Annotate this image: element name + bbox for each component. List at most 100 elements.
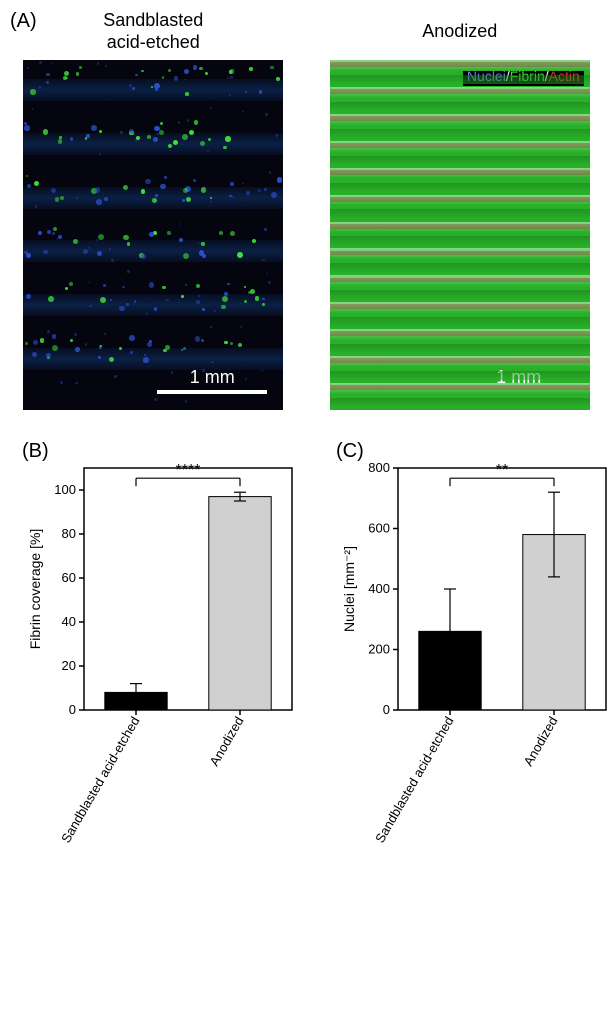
fluorescent-dot — [24, 125, 29, 130]
ridge-valley — [330, 102, 590, 111]
panel-b-label: (B) — [22, 440, 49, 463]
micrograph-right-column: Anodized Nuclei/Fibrin/Actin 1 mm — [317, 10, 604, 410]
fluorescent-dot — [43, 250, 47, 254]
fluorescent-dot — [51, 62, 53, 64]
fluorescent-dot — [193, 65, 198, 70]
fluorescent-dot — [196, 284, 200, 288]
fluorescent-dot — [165, 345, 170, 350]
fluorescent-dot — [202, 369, 204, 371]
fluorescent-dot — [162, 286, 166, 290]
fluorescent-dot — [91, 125, 97, 131]
fluorescent-dot — [47, 330, 50, 333]
fluorescent-dot — [181, 295, 184, 298]
fluorescent-dot — [227, 283, 229, 285]
fluorescent-dot — [99, 153, 101, 155]
fluorescent-dot — [76, 72, 79, 75]
y-axis-label: Nuclei [mm⁻²] — [341, 546, 357, 632]
fluorescent-dot — [96, 199, 101, 204]
fluorescent-dot — [147, 135, 151, 139]
ridge-actin — [330, 278, 590, 283]
ytick-label: 0 — [69, 702, 76, 717]
ytick-label: 0 — [383, 702, 390, 717]
fluorescent-dot — [164, 176, 166, 178]
fluorescent-dot — [141, 189, 145, 193]
chart-b-box: 020406080100Fibrin coverage [%]Sandblast… — [14, 440, 304, 905]
charts-row: (B) 020406080100Fibrin coverage [%]Sandb… — [10, 440, 603, 905]
fluorescent-dot — [199, 242, 201, 244]
fluorescent-dot — [185, 400, 188, 403]
fluorescent-dot — [195, 336, 200, 341]
fluorescent-dot — [153, 137, 158, 142]
panel-c-label: (C) — [336, 440, 364, 463]
fluorescent-dot — [208, 377, 210, 379]
fluorescent-dot — [185, 92, 188, 95]
fluorescent-dot — [58, 235, 62, 239]
fluorescent-dot — [242, 183, 244, 185]
fluorescent-dot — [85, 343, 87, 345]
fluorescent-dot — [75, 347, 80, 352]
fluorescent-dot — [186, 197, 191, 202]
fluorescent-dot — [47, 230, 51, 234]
ytick-label: 400 — [368, 581, 390, 596]
fluorescent-dot — [55, 197, 59, 201]
fluorescent-dot — [182, 134, 188, 140]
ytick-label: 20 — [62, 658, 76, 673]
fluorescent-dot — [194, 120, 199, 125]
fluorescent-dot — [32, 108, 34, 110]
ridge — [23, 294, 283, 316]
fluorescent-dot — [52, 232, 55, 235]
fluorescent-dot — [237, 252, 243, 258]
fluorescent-dot — [150, 298, 151, 299]
micrograph-left: 1 mm — [23, 60, 283, 410]
scale-line-left — [157, 390, 267, 394]
x-category-label: Anodized — [520, 714, 560, 768]
micrograph-left-title: Sandblastedacid-etched — [103, 10, 203, 54]
fluorescent-dot — [240, 303, 241, 304]
fluorescent-dot — [69, 282, 73, 286]
fluorescent-dot — [103, 284, 105, 286]
significance-label: **** — [176, 462, 201, 479]
ridge-actin — [330, 304, 590, 309]
fluorescent-dot — [135, 74, 137, 76]
fluorescent-dot — [119, 306, 124, 311]
fluorescent-dot — [259, 90, 262, 93]
fluorescent-dot — [129, 335, 135, 341]
fluorescent-dot — [160, 122, 163, 125]
fluorescent-dot — [240, 326, 242, 328]
fluorescent-dot — [174, 76, 178, 80]
y-axis-label: Fibrin coverage [%] — [27, 529, 43, 650]
fluorescent-dot — [179, 238, 183, 242]
fluorescent-dot — [98, 234, 104, 240]
ridge — [23, 348, 283, 370]
fluorescent-dot — [27, 67, 29, 69]
micrograph-right-title: Anodized — [422, 10, 497, 54]
fluorescent-dot — [64, 71, 69, 76]
ytick-label: 80 — [62, 526, 76, 541]
fluorescent-dot — [224, 341, 227, 344]
fluorescent-dot — [162, 76, 164, 78]
fluorescent-dot — [201, 242, 204, 245]
ytick-label: 100 — [54, 482, 76, 497]
fluorescent-dot — [268, 281, 271, 284]
fluorescent-dot — [210, 326, 211, 327]
fluorescent-dot — [33, 340, 38, 345]
fluorescent-dot — [134, 300, 137, 303]
fluorescent-dot — [185, 284, 188, 287]
fluorescent-dot — [141, 70, 143, 72]
fluorescent-dot — [225, 136, 230, 141]
ytick-label: 800 — [368, 460, 390, 475]
fluorescent-dot — [205, 72, 208, 75]
ridge-actin — [330, 331, 590, 336]
fluorescent-dot — [24, 122, 27, 125]
ridge-valley — [330, 156, 590, 165]
fluorescent-dot — [246, 191, 250, 195]
fluorescent-dot — [127, 270, 129, 272]
fluorescent-dot — [224, 292, 228, 296]
ridge-valley — [330, 398, 590, 407]
fluorescent-dot — [230, 182, 234, 186]
fluorescent-dot — [75, 382, 78, 385]
ridge-actin — [330, 251, 590, 256]
ridge-actin — [330, 358, 590, 363]
fluorescent-dot — [52, 334, 56, 338]
fluorescent-dot — [180, 223, 182, 225]
